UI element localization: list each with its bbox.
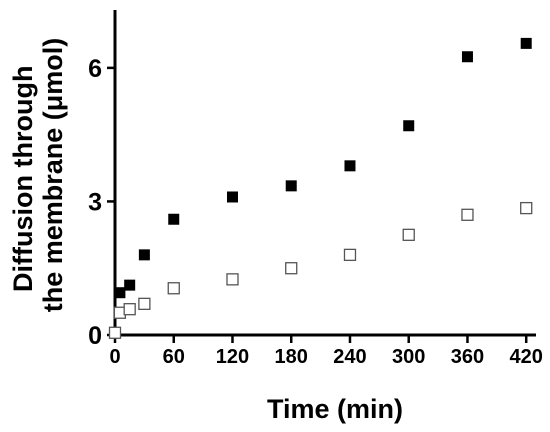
filled-square-point xyxy=(344,160,356,172)
x-tick-label: 120 xyxy=(216,346,249,368)
filled-square-point xyxy=(461,51,473,63)
x-tick-label: 60 xyxy=(163,346,185,368)
open-square-point xyxy=(285,262,298,275)
filled-square-point xyxy=(520,37,532,49)
open-square-point xyxy=(520,201,533,215)
filled-square-point xyxy=(403,120,415,132)
open-square-point xyxy=(226,273,239,286)
y-tick-label: 6 xyxy=(88,55,102,83)
filled-square-point xyxy=(285,180,297,192)
filled-square-point xyxy=(168,213,180,225)
x-axis-title: Time (min) xyxy=(267,394,403,424)
filled-square-point xyxy=(114,287,126,299)
y-tick-label: 3 xyxy=(88,188,102,216)
y-tick-label: 0 xyxy=(88,322,102,350)
open-square-point xyxy=(402,228,415,241)
axes xyxy=(113,10,536,337)
x-tick-label: 420 xyxy=(510,346,543,368)
filled-square-point xyxy=(226,191,238,203)
open-square-point xyxy=(167,282,180,295)
y-axis-ticks: 0 3 6 xyxy=(88,55,115,350)
y-axis-title-line-2: the membrane (μmol) xyxy=(38,38,68,313)
open-square-point xyxy=(123,303,136,316)
x-tick-label: 240 xyxy=(333,346,366,368)
open-square-point xyxy=(108,326,122,339)
open-square-point xyxy=(461,208,474,221)
open-square-point xyxy=(343,248,357,262)
x-tick-label: 360 xyxy=(451,346,484,368)
x-tick-label: 0 xyxy=(109,346,120,368)
data-points xyxy=(108,37,533,339)
filled-square-point xyxy=(138,249,150,261)
x-axis-ticks: 0 60 120 180 240 300 360 420 xyxy=(109,335,543,368)
open-square-point xyxy=(138,297,151,310)
y-axis-title: Diffusion through the membrane (μmol) xyxy=(8,38,68,313)
filled-square-point xyxy=(124,279,136,291)
y-axis-title-line-1: Diffusion through xyxy=(8,66,38,292)
x-tick-label: 300 xyxy=(392,346,425,368)
x-tick-label: 180 xyxy=(275,346,308,368)
